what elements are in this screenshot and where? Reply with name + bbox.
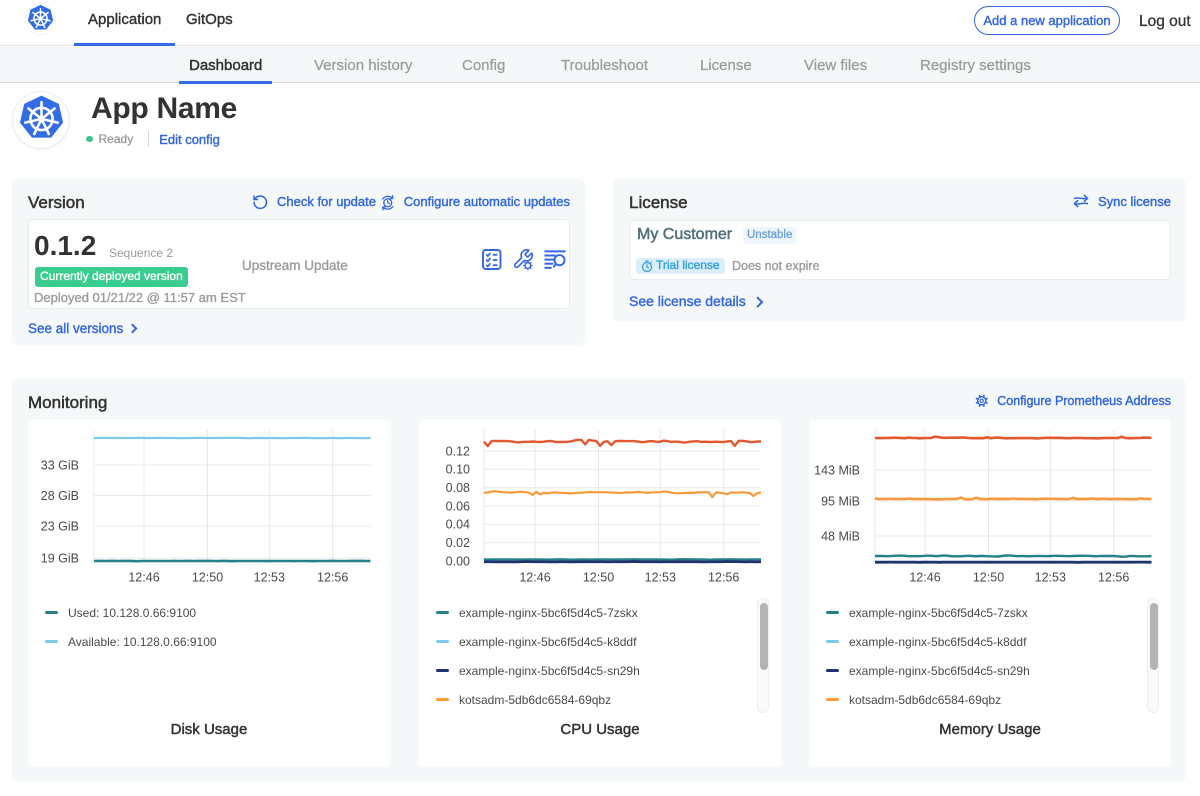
svg-text:0.00: 0.00 <box>446 554 470 568</box>
svg-text:0.02: 0.02 <box>446 536 470 550</box>
svg-text:12:46: 12:46 <box>909 571 940 585</box>
svg-text:48 MiB: 48 MiB <box>821 529 860 543</box>
svg-text:143 MiB: 143 MiB <box>814 463 860 477</box>
svg-text:0.06: 0.06 <box>446 499 470 513</box>
svg-text:0.12: 0.12 <box>446 444 470 458</box>
svg-text:12:50: 12:50 <box>583 571 614 585</box>
svg-text:12:53: 12:53 <box>254 571 285 585</box>
svg-text:12:50: 12:50 <box>973 571 1004 585</box>
svg-text:12:53: 12:53 <box>1035 571 1066 585</box>
svg-text:0.08: 0.08 <box>446 481 470 495</box>
svg-text:28 GiB: 28 GiB <box>41 489 79 503</box>
svg-text:12:53: 12:53 <box>645 571 676 585</box>
svg-text:12:56: 12:56 <box>317 571 348 585</box>
svg-text:95 MiB: 95 MiB <box>821 494 860 508</box>
svg-text:0.10: 0.10 <box>446 463 470 477</box>
svg-text:23 GiB: 23 GiB <box>41 519 79 533</box>
svg-text:12:46: 12:46 <box>128 571 159 585</box>
svg-text:12:50: 12:50 <box>192 571 223 585</box>
svg-text:12:56: 12:56 <box>1098 571 1129 585</box>
svg-text:0.04: 0.04 <box>446 518 470 532</box>
svg-text:19 GiB: 19 GiB <box>41 551 79 565</box>
svg-text:33 GiB: 33 GiB <box>41 458 79 472</box>
svg-text:12:46: 12:46 <box>519 571 550 585</box>
svg-text:12:56: 12:56 <box>708 571 739 585</box>
